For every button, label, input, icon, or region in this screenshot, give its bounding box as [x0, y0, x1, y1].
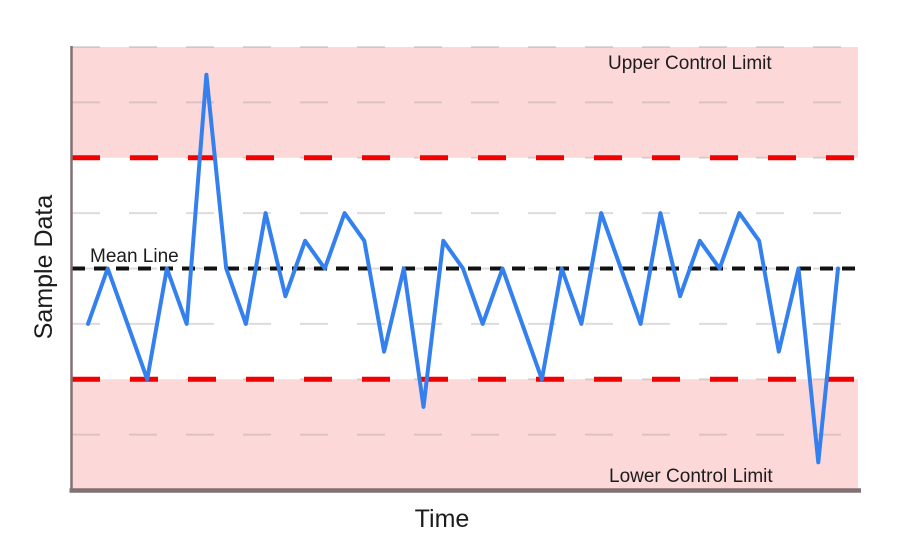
upper-control-limit-label: Upper Control Limit: [608, 53, 772, 74]
lower-control-limit-label: Lower Control Limit: [609, 466, 773, 487]
mean-line-label: Mean Line: [90, 246, 179, 267]
y-axis-title: Sample Data: [30, 195, 58, 340]
x-axis-title: Time: [415, 505, 470, 533]
sample-data-series: [86, 72, 840, 465]
lower-control-band: [72, 379, 858, 490]
